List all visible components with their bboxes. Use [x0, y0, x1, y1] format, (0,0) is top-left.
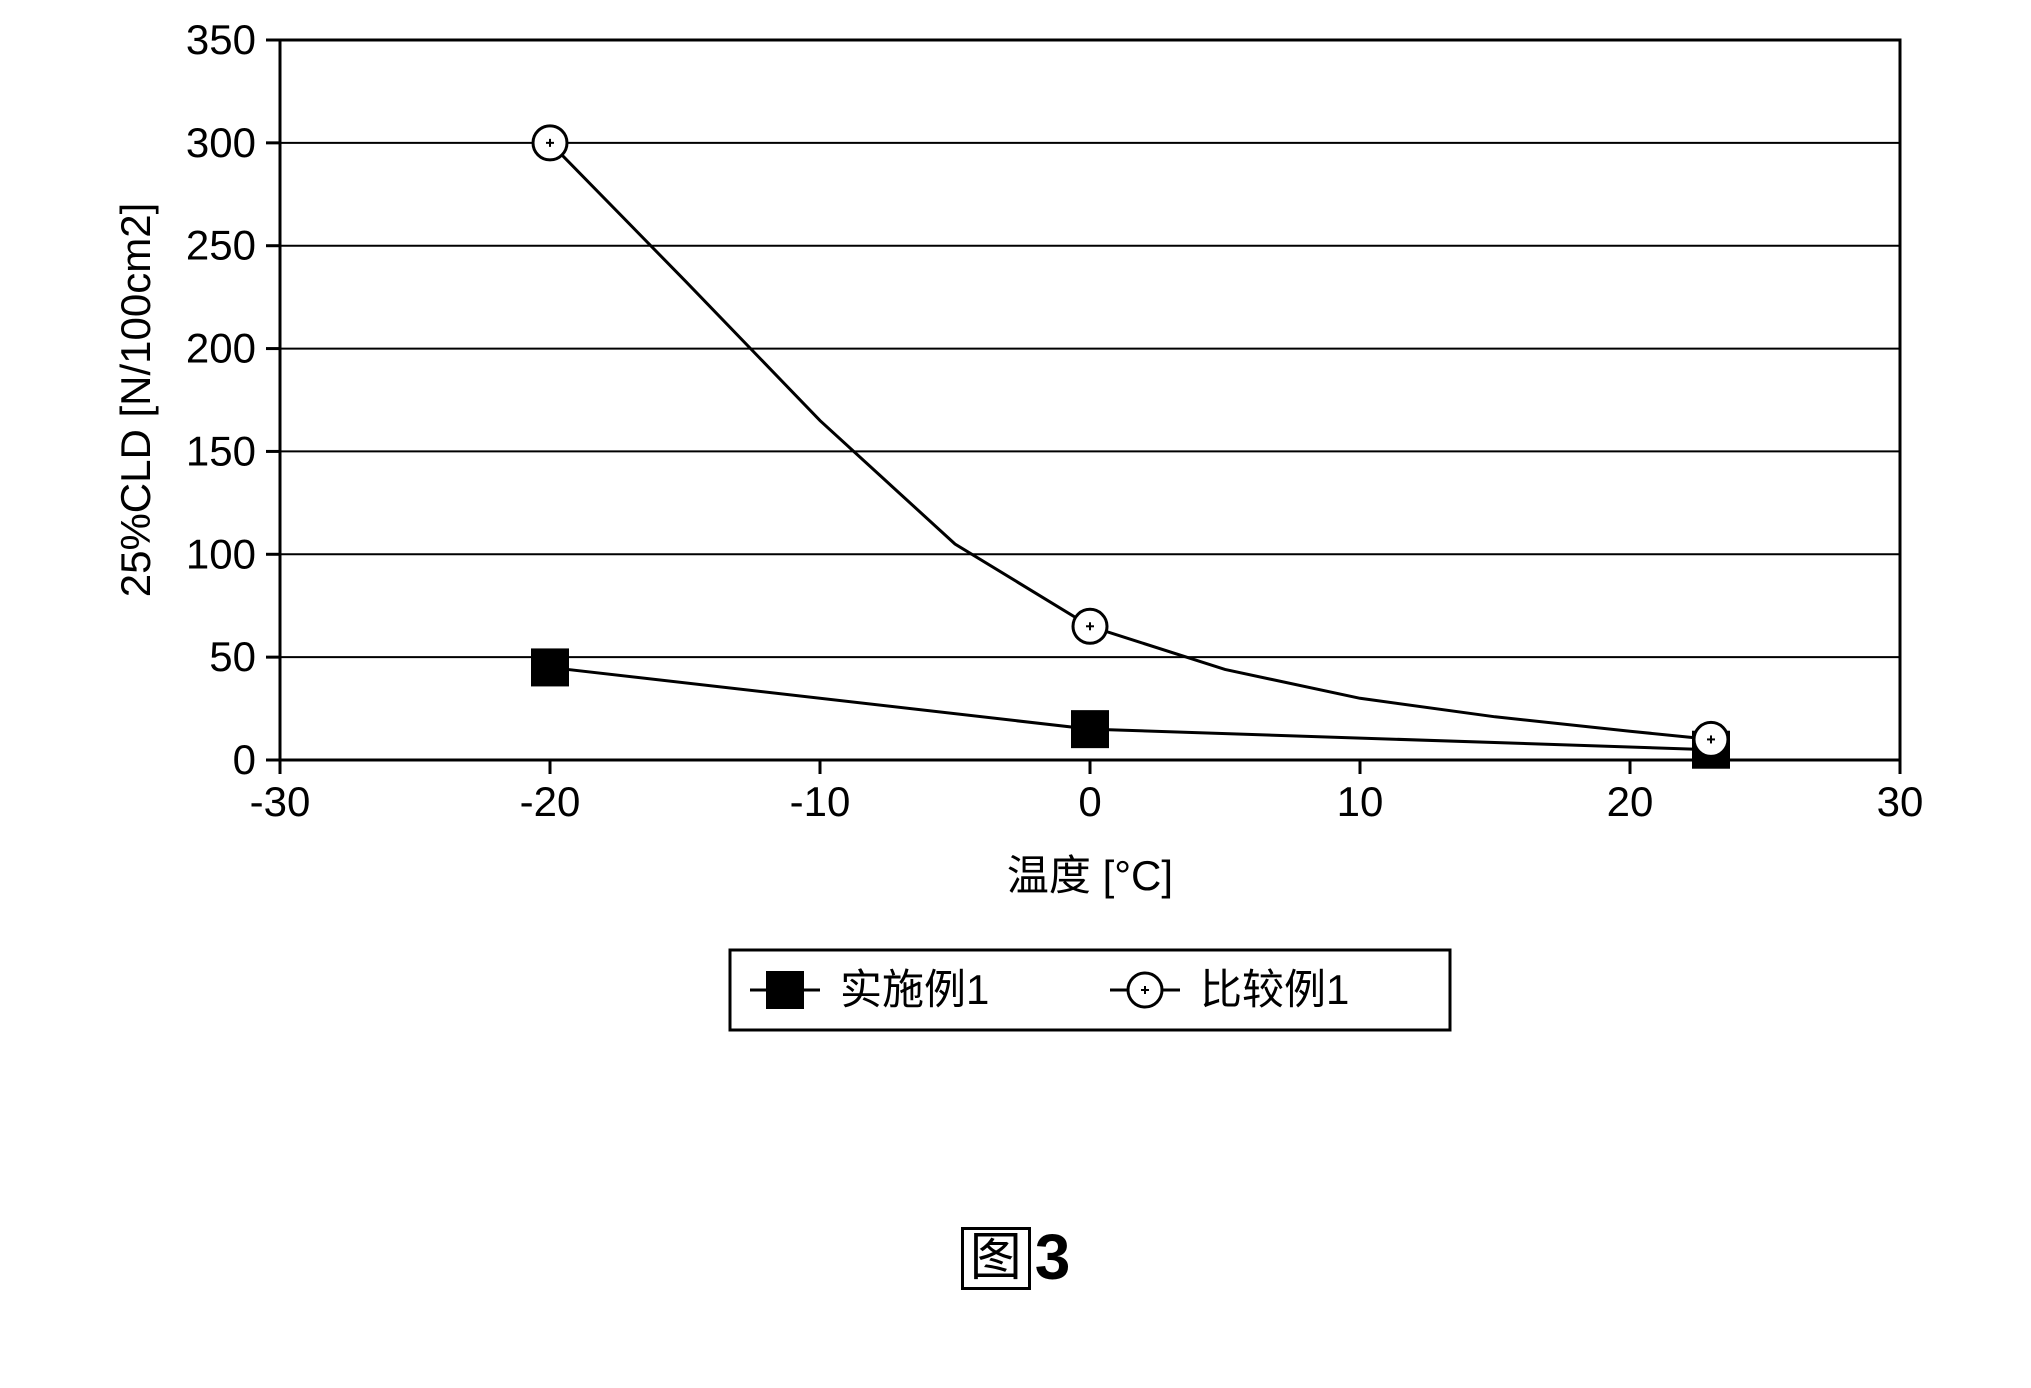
y-tick-label: 0 [233, 736, 256, 783]
marker-square [1072, 711, 1108, 747]
marker-square [532, 649, 568, 685]
x-tick-label: -30 [250, 778, 311, 825]
page: 0 50 100 150 200 250 300 350 -30 -20 -10 0 10 20 30 温度 … [0, 0, 2031, 1388]
x-tick-label: 10 [1337, 778, 1384, 825]
legend: 实施例1 比较例1 [730, 950, 1450, 1030]
y-axis-label: 25%CLD [N/100cm2] [112, 203, 159, 598]
y-tick-label: 350 [186, 20, 256, 63]
y-tick-label: 250 [186, 222, 256, 269]
legend-label: 实施例1 [840, 966, 989, 1013]
x-axis-label: 温度 [°C] [1007, 852, 1173, 899]
x-tick-label: -10 [790, 778, 851, 825]
x-tick-label: 0 [1078, 778, 1101, 825]
figure-label-box: 图 [961, 1227, 1031, 1290]
x-tick-label: 20 [1607, 778, 1654, 825]
legend-label: 比较例1 [1200, 966, 1349, 1013]
marker-square [767, 972, 803, 1008]
y-tick-label: 150 [186, 427, 256, 474]
x-tick-label: -20 [520, 778, 581, 825]
x-tick-label: 30 [1877, 778, 1924, 825]
figure-number: 3 [1035, 1221, 1071, 1293]
chart-container: 0 50 100 150 200 250 300 350 -30 -20 -10 0 10 20 30 温度 … [100, 20, 1980, 1085]
y-tick-label: 200 [186, 325, 256, 372]
y-tick-label: 300 [186, 119, 256, 166]
y-tick-label: 100 [186, 530, 256, 577]
chart-svg: 0 50 100 150 200 250 300 350 -30 -20 -10 0 10 20 30 温度 … [100, 20, 1980, 1080]
y-tick-label: 50 [209, 633, 256, 680]
figure-caption: 图3 [0, 1220, 2031, 1294]
